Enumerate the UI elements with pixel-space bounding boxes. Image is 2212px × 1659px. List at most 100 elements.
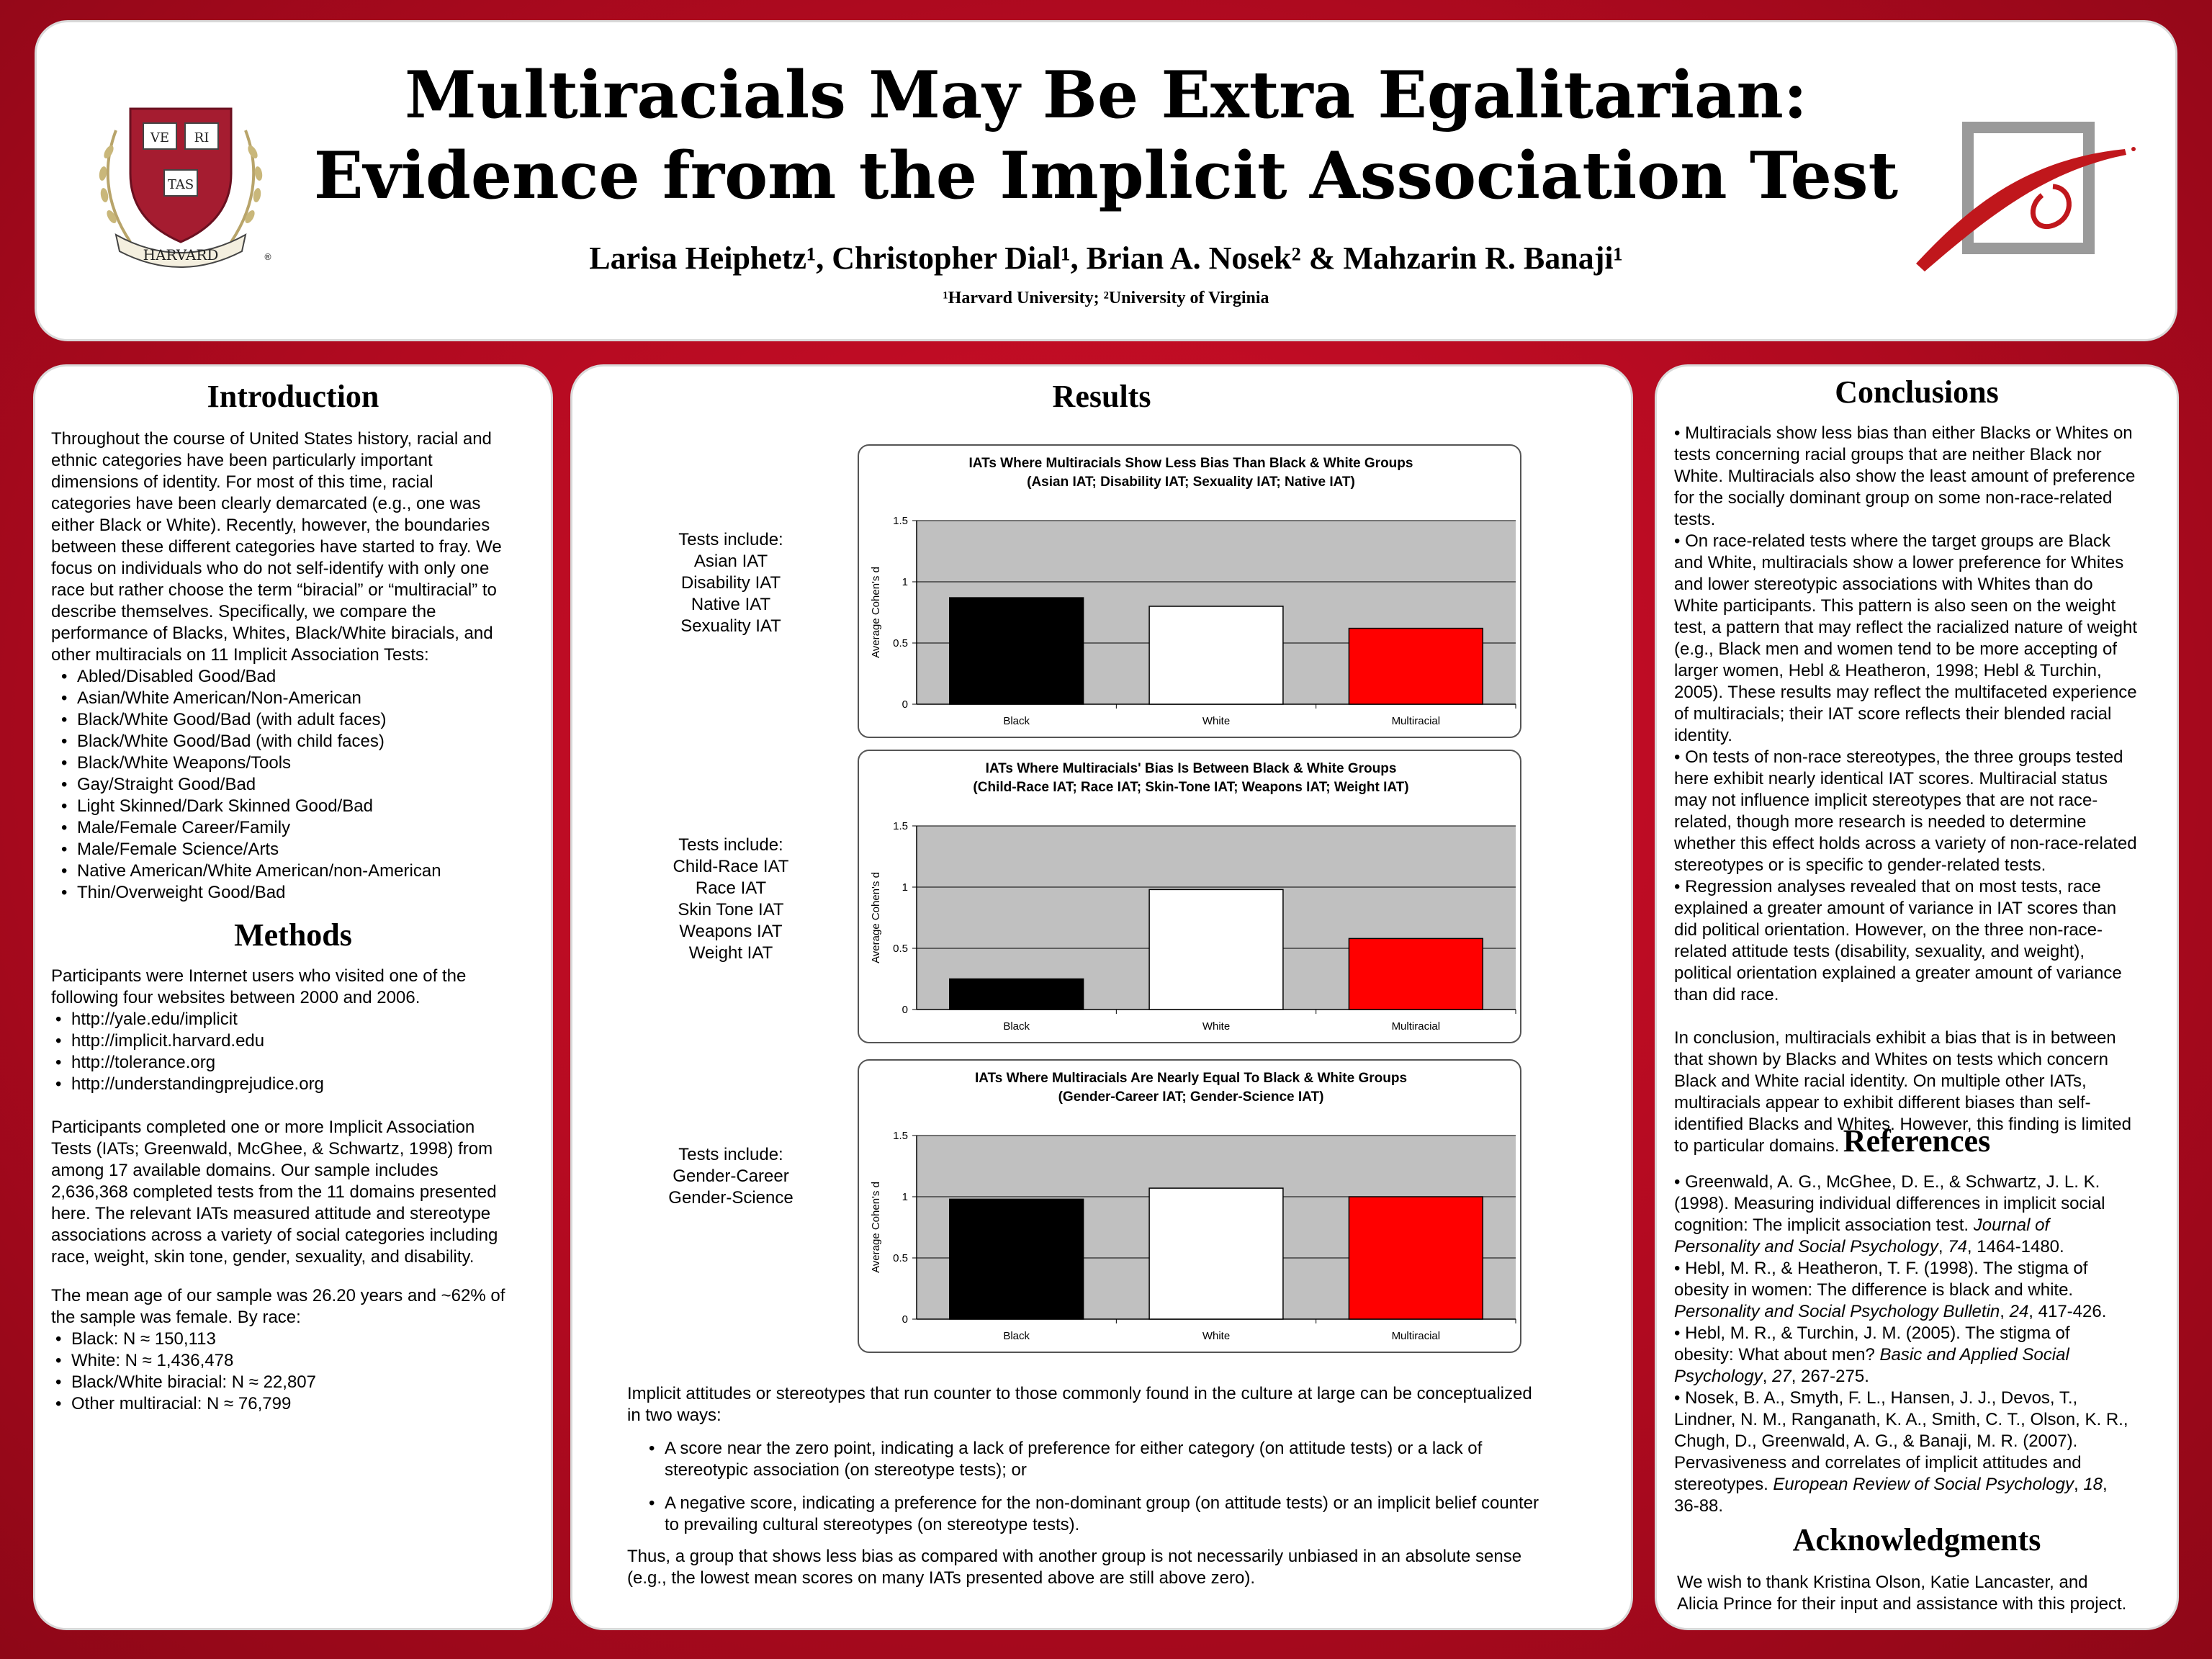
chart1-tests-caption: Tests include: Asian IAT Disability IAT Na… [644,529,817,637]
conclusion-line: of multiracials; their IAT score reflect… [1674,704,2112,724]
bar-white [1148,889,1284,1010]
bar-white [1148,1187,1284,1320]
conclusion-line: tests. [1674,510,1716,529]
iat-test-item: Black/White Good/Bad (with adult faces) [61,709,441,731]
y-tick-label: 1.5 [893,515,908,527]
project-implicit-logo [1916,122,2136,271]
chart-less-bias-svg: IATs Where Multiracials Show Less Bias T… [870,456,1516,727]
chart3-tests-caption: Tests include: Gender-Career Gender-Scien… [644,1144,817,1209]
conclusion-line: may not influence implicit stereotypes t… [1674,791,2098,810]
harvard-shield-logo: VE RI TAS HARVARD ® [99,107,272,268]
y-tick-label: 0.5 [893,637,908,649]
tested-iat-name: Sexuality IAT [680,616,781,636]
reference-line: • Greenwald, A. G., McGhee, D. E., & Sch… [1674,1172,2100,1192]
methods-line: 2,636,368 completed tests from the 11 do… [51,1182,497,1202]
shield-word-3: TAS [168,177,194,192]
race-count-list: Black: N ≈ 150,113White: N ≈ 1,436,478Bl… [55,1328,316,1415]
methods-paragraph-2: Participants completed one or more Impli… [51,1117,548,1268]
methods-line: here. The relevant IATs measured attitud… [51,1204,491,1223]
iat-test-list: Abled/Disabled Good/BadAsian/White Ameri… [61,666,441,904]
chart-equal-bias: IATs Where Multiracials Are Nearly Equal… [858,1059,1521,1353]
reference-line: obesity in women: The difference is blac… [1674,1280,2074,1300]
reference-line: obesity: What about men? Basic and Appli… [1674,1345,2069,1364]
results-bullet-line: • A negative score, indicating a preferen… [649,1493,1539,1513]
results-line: (e.g., the lowest mean scores on many IA… [627,1568,1255,1588]
tested-iat-name: Asian IAT [693,552,768,571]
iat-test-item: Black/White Weapons/Tools [61,752,441,774]
registered-mark: ® [264,252,272,262]
bullet-glyph: • [649,1439,655,1458]
conclusion-line: larger women, Hebl & Heatheron, 1998; He… [1674,661,2102,680]
right-column: Conclusions • Multiracials show less bia… [1655,364,2179,1630]
x-tick-label: Multiracial [1392,1020,1441,1033]
iat-test-item: Thin/Overweight Good/Bad [61,882,441,904]
results-bullet-line: • A score near the zero point, indicating… [649,1439,1483,1458]
intro-line: focus on individuals who do not self-ide… [51,559,490,578]
conclusion-line [1674,1006,2171,1028]
methods-line: the sample was female. By race: [51,1308,301,1327]
conclusion-line: to particular domains. [1674,1136,1840,1156]
tested-iat-name: Gender-Career [673,1166,789,1186]
references-heading: References [1843,1123,1991,1159]
conclusion-line: whether this effect holds across a varie… [1674,834,2137,853]
chart-between-bias: IATs Where Multiracials' Bias Is Between… [858,750,1521,1043]
intro-line: ethnic categories have been particularly… [51,451,433,470]
x-tick-label: Black [1003,715,1030,727]
reference-line: Personality and Social Psychology Bullet… [1674,1302,2107,1321]
conclusion-line: than did race. [1674,985,1779,1004]
intro-line: Throughout the course of United States h… [51,429,492,449]
intro-line: other multiracials on 11 Implicit Associ… [51,645,429,665]
y-tick-label: 0 [902,1313,908,1326]
conclusion-line: • Multiracials show less bias than eithe… [1674,423,2133,443]
conclusion-line: 2005). These results may reflect the mul… [1674,683,2137,702]
reference-line: Personality and Social Psychology, 74, 1… [1674,1237,2064,1256]
chart-subtitle: (Asian IAT; Disability IAT; Sexuality IA… [1027,475,1355,490]
conclusion-line: and lower stereotypic associations with … [1674,575,2093,594]
iat-test-item: Asian/White American/Non-American [61,688,441,709]
chart2-tests-list: Child-Race IAT Race IAT Skin Tone IAT Weapo… [644,856,817,964]
x-tick-label: Multiracial [1392,1330,1441,1342]
conclusion-line: • On tests of non-race stereotypes, the … [1674,747,2123,767]
tested-iat-name: Race IAT [695,878,767,898]
reference-line: Pervasiveness and correlates of implicit… [1674,1453,2082,1473]
race-count-item: Black/White biracial: N ≈ 22,807 [55,1372,316,1393]
y-tick-label: 1 [902,1191,908,1203]
results-bullet-2: • A negative score, indicating a preferen… [649,1493,1621,1536]
website-item: http://tolerance.org [55,1052,324,1074]
reference-line: cognition: The implicit association test… [1674,1215,2050,1235]
intro-line: categories have been clearly demarcated … [51,494,481,513]
conclusion-line: White participants. This pattern is also… [1674,596,2116,616]
introduction-text: Throughout the course of United States h… [51,428,548,666]
conclusion-line: explained a greater amount of variance i… [1674,899,2117,918]
chart3-tests-list: Gender-Career Gender-Science [644,1166,817,1209]
tested-iat-name: Disability IAT [680,573,781,593]
intro-line: describe themselves. Specifically, we co… [51,602,436,621]
chart1-tests-list: Asian IAT Disability IAT Native IAT Sexuali… [644,551,817,637]
poster-title-line1: Multiracials May Be Extra Egalitarian: [404,57,1808,133]
results-line: Implicit attitudes or stereotypes that r… [627,1384,1532,1403]
conclusion-line: identified Blacks and Whites. However, t… [1674,1115,2131,1134]
acknowledgment-line: We wish to thank Kristina Olson, Katie L… [1677,1573,2088,1592]
chart-subtitle: (Gender-Career IAT; Gender-Science IAT) [1058,1089,1324,1105]
race-count-item: Other multiracial: N ≈ 76,799 [55,1393,316,1415]
reference-line: stereotypes. European Review of Social P… [1674,1475,2108,1494]
chart-equal-bias-svg: IATs Where Multiracials Are Nearly Equal… [870,1071,1516,1342]
reference-line: • Nosek, B. A., Smyth, F. L., Hansen, J.… [1674,1388,2078,1408]
bar-multiracial [1348,627,1483,705]
intro-line: between these different categories have … [51,537,502,557]
tested-iat-name: Weight IAT [688,943,773,963]
y-tick-label: 1 [902,576,908,588]
y-tick-label: 1 [902,881,908,894]
left-column: Introduction Throughout the course of Un… [33,364,553,1630]
introduction-heading: Introduction [207,379,379,414]
results-heading: Results [1052,379,1151,414]
tested-iat-name: Child-Race IAT [673,857,789,876]
methods-line: race, weight, skin tone, gender, sexuali… [51,1247,475,1267]
intro-line: dimensions of identity. For most of this… [51,472,433,492]
poster-affiliations: ¹Harvard University; ²University of Virg… [943,289,1269,307]
conclusion-line: and White, multiracials show a lower pre… [1674,553,2124,572]
conclusion-line: Black and White racial identity. On mult… [1674,1071,2087,1091]
reference-line: 36-88. [1674,1496,1724,1516]
acknowledgment-line: Alicia Prince for their input and assist… [1677,1594,2127,1614]
y-axis-label: Average Cohen's d [870,567,882,658]
